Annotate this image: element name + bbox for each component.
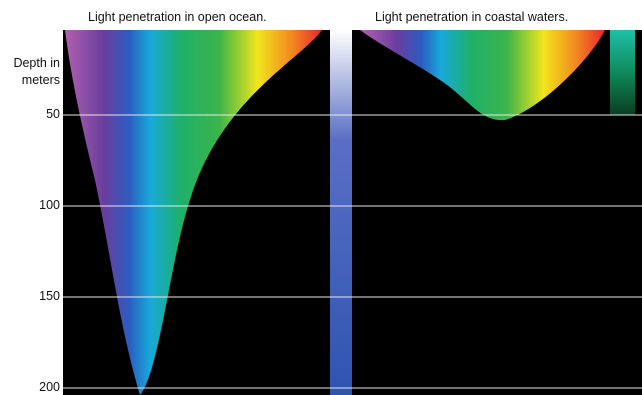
tick-label: 150 — [0, 289, 60, 303]
panel-title: Light penetration in coastal waters. — [375, 10, 568, 24]
panel-title: Light penetration in open ocean. — [88, 10, 267, 24]
diagram — [0, 0, 642, 395]
coastal-color-bar — [610, 30, 635, 115]
axis-label: Depth in meters — [2, 55, 60, 89]
tick-label: 100 — [0, 198, 60, 212]
figure: Light penetration in open ocean. Light p… — [0, 0, 642, 395]
tick-label: 200 — [0, 380, 60, 394]
separator-bar — [330, 30, 352, 395]
tick-label: 50 — [0, 107, 60, 121]
